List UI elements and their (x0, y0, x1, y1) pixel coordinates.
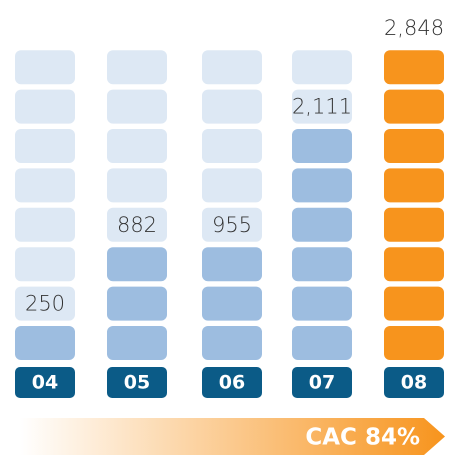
empty-block (107, 89, 167, 124)
block (202, 247, 262, 282)
empty-block (15, 286, 75, 321)
empty-block (202, 50, 262, 85)
empty-block (107, 207, 167, 242)
block (384, 89, 444, 124)
block (384, 129, 444, 163)
block (107, 247, 167, 282)
empty-block (107, 50, 167, 85)
value-label: 2,111 (292, 95, 352, 119)
category-box (384, 367, 444, 398)
block (384, 326, 444, 360)
category-label: 04 (32, 372, 58, 394)
block (202, 326, 262, 360)
empty-block (15, 50, 75, 85)
category-label: 07 (309, 372, 335, 394)
empty-block (202, 168, 262, 203)
empty-block (15, 129, 75, 163)
empty-block (15, 89, 75, 124)
empty-block (202, 129, 262, 163)
empty-block (107, 129, 167, 163)
block (15, 326, 75, 360)
block (107, 326, 167, 360)
category-label: 05 (124, 372, 150, 394)
block (292, 207, 352, 242)
block (384, 207, 444, 242)
category-box (292, 367, 352, 398)
empty-block (292, 89, 352, 124)
block (292, 326, 352, 360)
empty-block (202, 207, 262, 242)
growth-arrow (20, 418, 445, 455)
block (384, 247, 444, 282)
category-box (15, 367, 75, 398)
annotation: CAC 84% (305, 425, 420, 451)
category-label: 08 (401, 372, 427, 394)
block (384, 168, 444, 203)
block (292, 129, 352, 163)
block (107, 286, 167, 321)
category-box (107, 367, 167, 398)
value-label: 2,848 (384, 16, 444, 40)
block (384, 286, 444, 321)
empty-block (15, 168, 75, 203)
category-label: 06 (219, 372, 245, 394)
block (292, 247, 352, 282)
block (292, 286, 352, 321)
value-label: 955 (212, 213, 252, 237)
block (202, 286, 262, 321)
block (292, 168, 352, 203)
empty-block (202, 89, 262, 124)
block (384, 50, 444, 85)
value-label: 250 (25, 292, 65, 316)
empty-block (15, 247, 75, 282)
empty-block (15, 207, 75, 242)
empty-block (292, 50, 352, 85)
value-label: 882 (117, 213, 157, 237)
category-box (202, 367, 262, 398)
empty-block (107, 168, 167, 203)
